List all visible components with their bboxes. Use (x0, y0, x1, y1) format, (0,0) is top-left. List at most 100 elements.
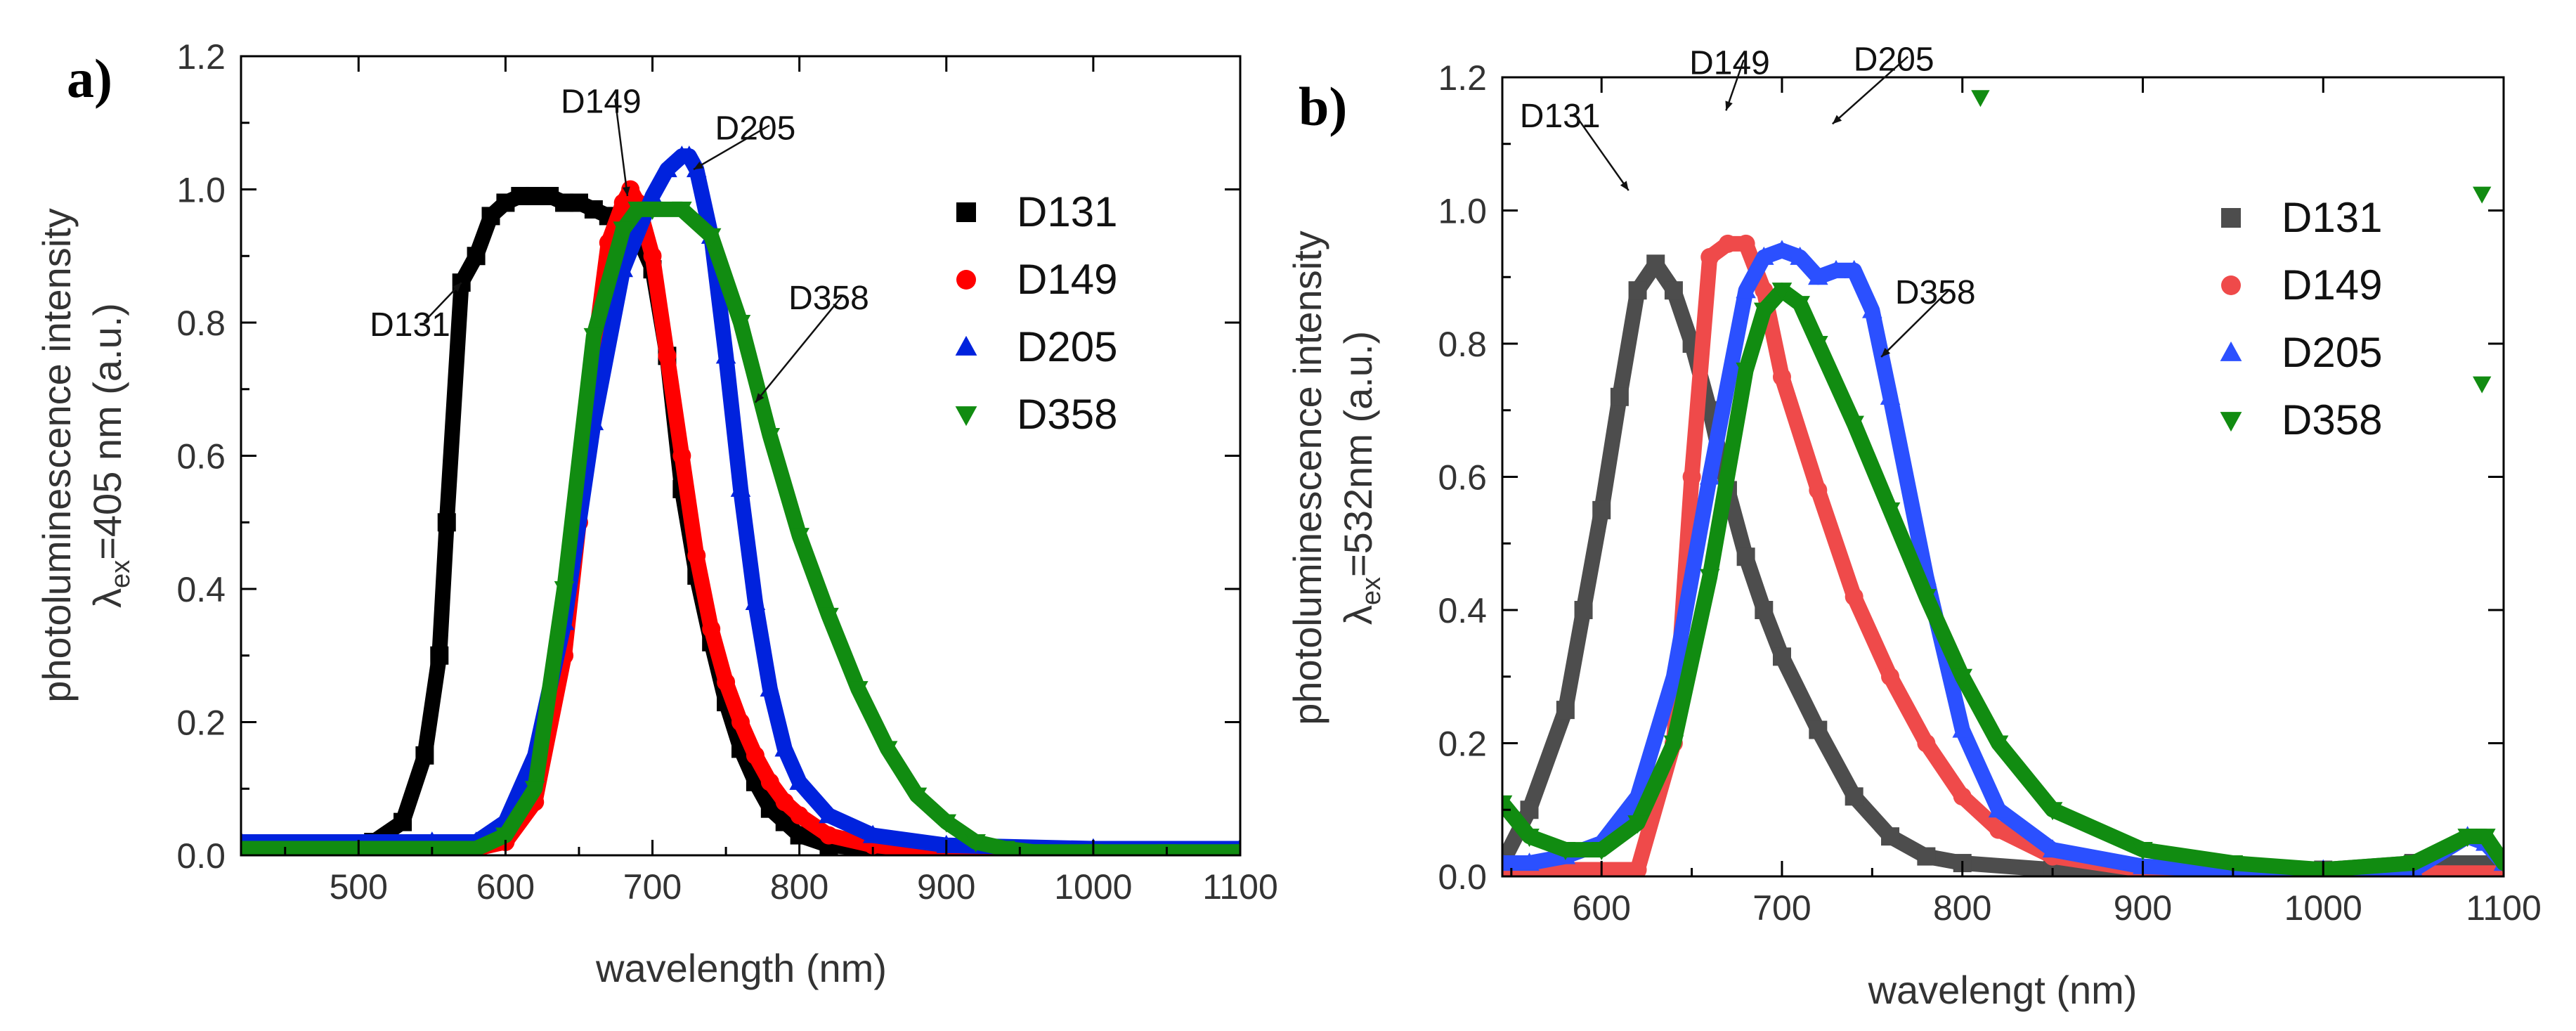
panel-a-D149-point (775, 793, 794, 812)
panel-a-annotation-D149: D149 (561, 84, 642, 197)
panel-b-D131-point (1755, 601, 1774, 619)
panel-a-D149-point (819, 826, 838, 845)
panel-a-y-tick-label: 1.0 (176, 171, 226, 210)
panel-b-D131-point (1574, 601, 1593, 619)
panel-a-y-tick-label: 0.6 (176, 437, 226, 476)
panel-a-legend-marker-D205 (955, 335, 977, 356)
panel-a-series-D358 (241, 201, 1240, 855)
panel-b-D149-point (1917, 734, 1936, 753)
panel-b-y-tick-label: 1.2 (1438, 58, 1487, 98)
panel-a-annotation-label: D205 (715, 110, 796, 147)
panel-b-legend-marker-D205 (2220, 341, 2242, 361)
panel-a-annotation-arrow (754, 294, 844, 403)
panel-a-D358-point (524, 781, 545, 800)
panel-b-legend-item-D149: D149 (2221, 261, 2382, 309)
panel-a-D131-point (437, 513, 456, 532)
panel-b-D358-point (1790, 296, 1810, 315)
panel-a-y-rest: =405 nm (a.u.) (85, 303, 129, 560)
panel-b-D358-point (1591, 842, 1612, 861)
panel-a-y-subscript: ex (106, 560, 136, 588)
panel-a-D205-point (679, 145, 700, 164)
panel-a-legend-item-D149: D149 (956, 256, 1117, 303)
panel-b-annotation-label: D358 (1895, 274, 1976, 311)
panel-b-D149-point (1628, 860, 1647, 876)
panel-a-ticks: 500 600 700 800 900 1000 1100 0.0 0.2 0.4 0.6 0.8 1.… (176, 37, 1277, 907)
panel-b-D205-point (1880, 386, 1901, 405)
panel-b-D358-point (1519, 829, 1540, 848)
panel-a-y-axis-title-line2: λex=405 nm (a.u.) (85, 303, 136, 608)
panel-b-D205-point (1988, 799, 2009, 818)
panel-b-D149-point (1845, 588, 1863, 607)
panel-b-D149-point (1809, 481, 1828, 500)
panel-b-legend: D131 D149 D205 D358 (2220, 194, 2382, 443)
panel-b-x-tick-label: 700 (1752, 888, 1811, 928)
panel-b-D205-point (1808, 266, 1828, 285)
panel-b-annotation-D131: D131 (1520, 98, 1629, 191)
panel-a-x-tick-label: 600 (476, 867, 535, 907)
panel-b-D131-point (1809, 720, 1828, 739)
panel-b-D358-point (2403, 855, 2424, 874)
panel-b-D358-point (1916, 589, 1937, 607)
panel-b-D131-point (1556, 701, 1575, 720)
panel-b: b) 600 700 800 900 1000 1100 0.0 0.2 0.4 0.6 0.8 1.… (1285, 41, 2542, 1012)
panel-a-x-tick-label: 1100 (1202, 867, 1278, 907)
panel-a-x-tick-label: 500 (330, 867, 388, 907)
panel-b-D358-point (2476, 829, 2496, 848)
panel-a: a) 500 600 700 800 900 1000 1100 0.0 0.2 0.4 0.6 0.… (34, 37, 1278, 990)
panel-a-D358-point (936, 814, 957, 833)
panel-a-D205-point (862, 824, 883, 843)
panel-a-D149-point (760, 772, 779, 791)
panel-b-legend-item-D131: D131 (2221, 194, 2382, 241)
panel-a-annotation-label: D358 (788, 280, 869, 317)
panel-b-legend-label-D131: D131 (2282, 194, 2382, 241)
panel-b-D131-point (1628, 281, 1647, 300)
panel-a-D149-point (687, 546, 706, 565)
panel-b-series-D358-trace (1502, 283, 2504, 876)
panel-b-annotation-D149: D149 (1689, 44, 1770, 111)
panel-a-D358-point (583, 328, 604, 346)
panel-a-x-axis-title: wavelength (nm) (595, 946, 887, 990)
panel-a-label: a) (67, 48, 112, 109)
panel-a-legend-marker-D358 (955, 406, 977, 427)
panel-a-D358-point (760, 428, 781, 447)
panel-a-D149-point (717, 673, 736, 692)
panel-b-D131-point (1520, 800, 1539, 819)
panel-b-D358-point (2042, 802, 2063, 821)
panel-b-x-tick-label: 600 (1572, 888, 1630, 928)
panel-a-annotation-D205: D205 (693, 110, 796, 171)
panel-b-y-axis-title-line2: λex=532nm (a.u.) (1336, 331, 1386, 625)
panel-b-annotation-D358: D358 (1880, 274, 1976, 358)
panel-b-D358-point (1663, 735, 1684, 754)
panel-a-annotation-arrowhead (452, 283, 462, 292)
panel-b-legend-label-D149: D149 (2282, 261, 2382, 309)
panel-b-annotation-arrow (1573, 112, 1629, 191)
panel-a-D131-point (430, 646, 449, 665)
panel-b-D149-point (1736, 234, 1755, 253)
panel-b-D358-point (2457, 829, 2478, 848)
panel-b-D358-point (1753, 302, 1774, 321)
panel-a-D358-point (1230, 844, 1240, 855)
panel-a-D358-point (613, 221, 634, 240)
panel-b-ticks: 600 700 800 900 1000 1100 0.0 0.2 0.4 0.6 0.8 1.0 1.… (1438, 58, 2541, 928)
panel-a-annotation-D131: D131 (370, 282, 462, 344)
panel-a-y-axis-title-line1: photoluminescence intensity (34, 208, 79, 703)
panel-b-D358-stray-point (2472, 376, 2492, 394)
panel-a-D358-point (642, 201, 663, 220)
panel-b-annotation-D205: D205 (1832, 41, 1934, 125)
panel-a-legend: D131 D149 D205 D358 (955, 188, 1117, 438)
panel-a-annotation-D358: D358 (754, 280, 869, 403)
panel-b-annotation-label: D205 (1854, 41, 1934, 79)
panel-b-annotation-arrow (1832, 56, 1908, 125)
panel-b-D149-point (1772, 368, 1791, 387)
panel-b-D205-point (1952, 719, 1973, 738)
panel-b-y-tick-label: 0.6 (1438, 458, 1487, 498)
panel-a-D358-point (495, 827, 516, 846)
panel-a-legend-marker-D149 (956, 270, 976, 290)
panel-b-x-tick-label: 1000 (2284, 888, 2362, 928)
panel-a-D358-point (965, 834, 986, 852)
panel-a-D205-point (745, 592, 766, 610)
panel-b-D205-point (1663, 666, 1684, 685)
panel-b-y-tick-label: 1.0 (1438, 192, 1487, 231)
panel-b-D358-point (1699, 569, 1720, 588)
panel-b-D149-point (1953, 787, 1972, 806)
